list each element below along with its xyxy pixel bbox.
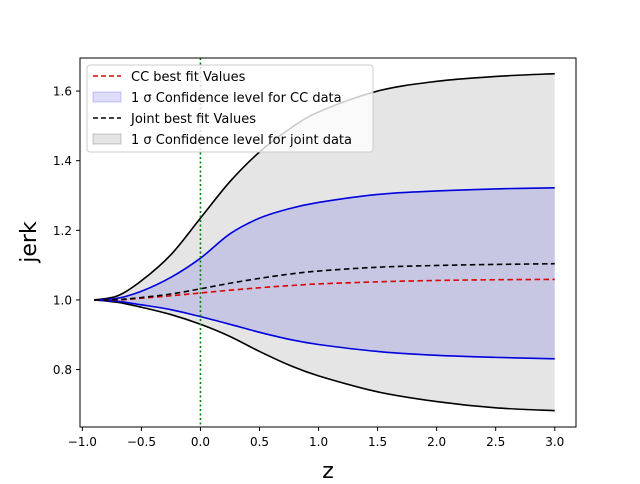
cc-lower-bound-line [94,299,555,360]
line-joint-best-fit-values [94,262,555,301]
x-tick-label: 2.0 [427,435,446,449]
legend-swatch-joint-band [92,133,122,145]
axis-ticks: −1.0 −0.5 0.0 0.5 1.0 1.5 2.0 2.5 3.0 0.8 1.0 1.2 1.… [53,85,564,449]
legend-box [86,64,374,153]
y-tick-label: 1.2 [53,224,72,238]
x-tick-label: −0.5 [127,435,156,449]
y-tick-label: 1.4 [53,154,72,168]
y-axis-label: jerk [17,221,42,264]
plot-area [94,58,555,427]
y-tick-label: 1.6 [53,85,72,99]
x-tick-label: 3.0 [545,435,564,449]
legend-label-joint-best-fit: Joint best fit Values [130,112,256,127]
x-tick-label: −1.0 [68,435,97,449]
legend-label-cc-best-fit: CC best fit Values [131,70,246,85]
legend-label-joint-band: 1 σ Confidence level for joint data [131,133,352,148]
x-tick-label: 1.0 [309,435,328,449]
legend: CC best fit Values 1 σ Confidence level … [86,64,374,153]
x-tick-label: 0.5 [250,435,269,449]
legend-label-cc-band: 1 σ Confidence level for CC data [131,91,342,106]
x-tick-label: 1.5 [368,435,387,449]
x-tick-label: 2.5 [486,435,505,449]
band-1-confidence-level-for-cc-data [94,187,555,359]
joint-lower-bound-line [94,299,555,412]
x-tick-label: 0.0 [191,435,210,449]
y-tick-label: 1.0 [53,293,72,307]
y-tick-label: 0.8 [53,363,72,377]
cc-upper-bound-line [94,187,555,301]
band-1-confidence-level-for-joint-data [94,73,555,411]
x-axis-label: z [322,459,334,480]
axes-frame [79,57,577,428]
legend-swatch-cc-band [92,91,122,103]
